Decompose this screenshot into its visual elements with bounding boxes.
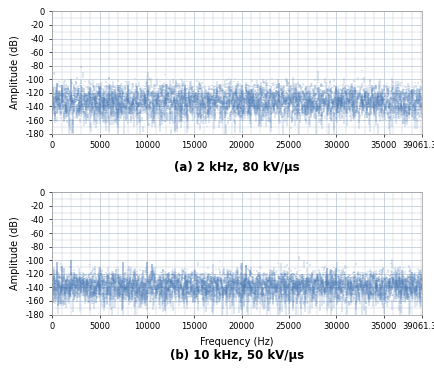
X-axis label: Frequency (Hz): Frequency (Hz) xyxy=(200,337,273,347)
Text: (b) 10 kHz, 50 kV/μs: (b) 10 kHz, 50 kV/μs xyxy=(170,349,303,362)
Y-axis label: Amplitude (dB): Amplitude (dB) xyxy=(10,36,20,110)
Y-axis label: Amplitude (dB): Amplitude (dB) xyxy=(10,216,20,290)
Text: (a) 2 kHz, 80 kV/μs: (a) 2 kHz, 80 kV/μs xyxy=(174,161,299,174)
